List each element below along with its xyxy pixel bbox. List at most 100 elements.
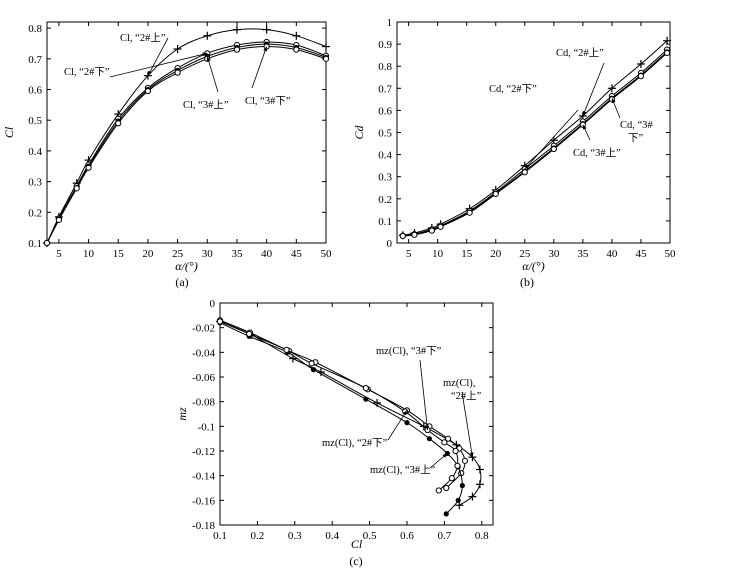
y-tick-label: -0.1 [198, 421, 215, 433]
annotation-text: mz(Cl), [443, 378, 475, 389]
data-point-open [246, 330, 253, 337]
y-tick-label: 0 [210, 298, 216, 310]
data-point-open [362, 385, 369, 392]
annotation-arrow [206, 56, 219, 93]
data-point-plus [262, 25, 271, 34]
y-tick-label: 0.7 [378, 83, 392, 95]
y-axis-label: Cl [2, 126, 16, 138]
data-point-filled [310, 367, 317, 373]
y-tick-label: -0.14 [192, 471, 215, 483]
data-point-open [144, 87, 152, 95]
x-axis-label: α/(°) [175, 259, 197, 273]
chart-panel-3: 0.1 0.2 0.3 0.4 0.5 0.6 0.7 0.8 0 -0.02 -0.04 -0.06… [175, 298, 494, 568]
annotation-text: Cd, “2#下” [489, 84, 537, 95]
data-point-open [443, 484, 450, 492]
x-tick-label: 30 [202, 248, 214, 260]
annotation-text: mz(Cl), “2#下” [322, 438, 388, 449]
x-tick-label: 0.7 [438, 530, 452, 542]
data-point-open [43, 239, 51, 247]
x-tick-label: 40 [606, 248, 618, 260]
data-point-plus [292, 31, 301, 40]
data-point-open [428, 227, 435, 234]
panel-caption: (c) [349, 554, 362, 568]
data-point-open [308, 360, 315, 367]
y-tick-label: 0.2 [378, 194, 392, 206]
arrow-head [263, 46, 267, 52]
annotation-text: Cd, “3# [620, 120, 653, 131]
x-tick-label: 0.3 [288, 530, 302, 542]
arrow-head [611, 98, 616, 104]
x-tick-label: 0.6 [400, 530, 414, 542]
data-point-open [550, 145, 557, 153]
annotation-1: mz(Cl), “3#下” [376, 346, 442, 431]
data-point-plus [468, 492, 477, 501]
annotation-arrow [387, 410, 408, 441]
data-point-plus [203, 31, 212, 40]
data-point-open [445, 435, 452, 442]
y-tick-label: -0.08 [192, 397, 215, 409]
panel-caption: (b) [520, 275, 534, 289]
series-line-1 [46, 28, 327, 244]
plot-frame [46, 21, 327, 244]
annotation-4: Cd, “3#上” [573, 124, 621, 159]
annotation-arrow [582, 62, 605, 117]
annotation-text: mz(Cl), “3#下” [376, 346, 442, 357]
arrow-head [206, 56, 211, 62]
data-point-plus [636, 59, 645, 68]
series-line-4 [402, 52, 668, 237]
x-tick-label: 45 [635, 248, 647, 260]
x-tick-label: 20 [490, 248, 502, 260]
arrow-head [147, 70, 152, 76]
y-tick-label: 0.8 [28, 23, 42, 35]
y-tick-label: 0.2 [28, 207, 42, 219]
x-tick-label: 40 [261, 248, 273, 260]
x-tick-label: 0.1 [213, 530, 227, 542]
data-point-open [466, 209, 473, 216]
data-point-plus [607, 84, 616, 93]
annotation-text-line2: 下” [628, 133, 643, 144]
arrow-head [202, 52, 208, 57]
panel-caption: (a) [175, 275, 188, 289]
data-point-open [521, 169, 528, 176]
x-tick-label: 50 [665, 248, 677, 260]
chart-panel-2: 5 10 15 20 25 30 35 40 45 50 0 0.1 0.2 0.3 0.4 0.5 0.6 0.… [352, 17, 676, 289]
annotation-3: Cl, “3#上” [183, 56, 229, 111]
data-point-open [441, 439, 448, 446]
x-tick-label: 0.4 [325, 530, 339, 542]
y-tick-label: -0.02 [192, 323, 215, 335]
y-tick-label: 0.8 [378, 61, 392, 73]
data-point-open [322, 55, 330, 62]
data-point-open [399, 232, 406, 240]
y-tick-label: 0 [387, 238, 393, 250]
data-point-open [461, 457, 469, 464]
data-point-filled [459, 482, 465, 489]
y-tick-label: 0.6 [378, 105, 392, 117]
annotation-arrow [147, 37, 169, 76]
x-tick-label: 45 [291, 248, 303, 260]
annotation-text: Cl, “2#下” [64, 67, 110, 78]
data-point-open [411, 231, 418, 238]
annotation-text: Cd, “2#上” [556, 47, 604, 59]
x-tick-label: 50 [321, 248, 333, 260]
annotation-arrow [524, 109, 579, 170]
data-point-filled [443, 511, 449, 517]
data-point-plus [232, 25, 241, 34]
annotation-1: Cd, “2#上” [556, 47, 605, 117]
x-tick-label: 35 [231, 248, 243, 260]
data-point-plus [475, 465, 484, 474]
annotation-3: Cd, “3# 下” [611, 98, 653, 144]
arrow-head [582, 124, 587, 130]
y-tick-label: -0.18 [192, 520, 215, 532]
annotation-1: Cl, “2#上” [120, 32, 169, 76]
annotation-text: mz(Cl), “3#上” [370, 464, 436, 476]
data-point-open [73, 185, 80, 192]
annotation-4: Cl, “3#下” [245, 46, 291, 107]
data-point-plus [322, 42, 330, 51]
arrow-head [524, 164, 530, 169]
x-tick-label: 0.2 [251, 530, 265, 542]
annotation-text: Cl, “2#上” [120, 32, 166, 44]
series-line-1 [219, 321, 482, 506]
data-point-open [85, 164, 92, 171]
y-tick-label: 0.5 [378, 128, 392, 140]
x-tick-label: 30 [548, 248, 560, 260]
